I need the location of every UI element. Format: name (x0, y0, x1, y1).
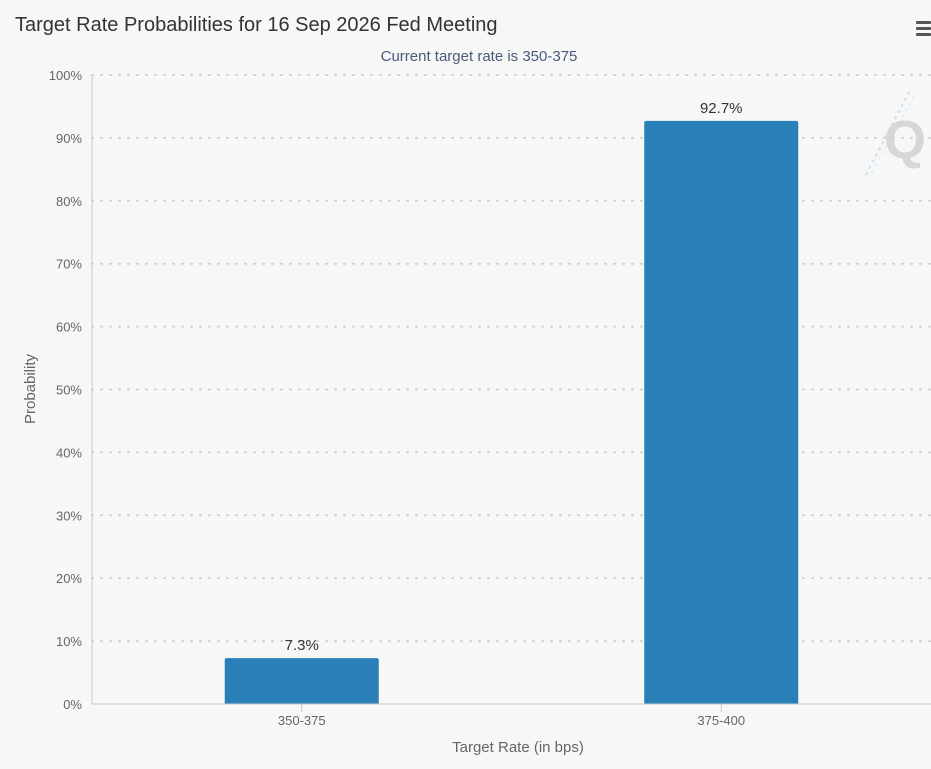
chart-title: Target Rate Probabilities for 16 Sep 202… (15, 14, 498, 36)
menu-button[interactable] (912, 18, 931, 40)
y-tick-label: 30% (56, 508, 82, 523)
data-label-350-375: 7.3% (285, 637, 319, 654)
chart-subtitle: Current target rate is 350-375 (381, 48, 578, 65)
y-tick-label: 20% (56, 571, 82, 586)
x-tick-label: 375-400 (697, 713, 745, 728)
x-axis-title: Target Rate (in bps) (452, 739, 584, 756)
y-tick-label: 40% (56, 445, 82, 460)
hamburger-menu-icon (916, 21, 931, 36)
bar-350-375[interactable] (224, 658, 379, 704)
y-tick-label: 60% (56, 320, 82, 335)
y-tick-label: 90% (56, 131, 82, 146)
q-logo-watermark-icon: Q (865, 89, 926, 176)
bars (224, 120, 799, 705)
y-tick-label: 10% (56, 634, 82, 649)
y-axis-title: Probability (22, 353, 39, 424)
data-labels: 7.3% 92.7% (285, 100, 743, 654)
bar-375-400[interactable] (644, 120, 799, 705)
x-axis-ticks: 350-375 375-400 (278, 704, 745, 728)
y-tick-label: 80% (56, 194, 82, 209)
y-tick-label: 100% (49, 68, 83, 83)
y-tick-label: 50% (56, 383, 82, 398)
watermark-letter: Q (884, 110, 926, 170)
x-tick-label: 350-375 (278, 713, 326, 728)
data-label-375-400: 92.7% (700, 100, 743, 117)
y-tick-label: 70% (56, 257, 82, 272)
y-tick-label: 0% (63, 697, 82, 712)
y-axis-ticks: 0% 10% 20% 30% 40% 50% 60% 70% 80% 90% 100% (49, 68, 83, 712)
